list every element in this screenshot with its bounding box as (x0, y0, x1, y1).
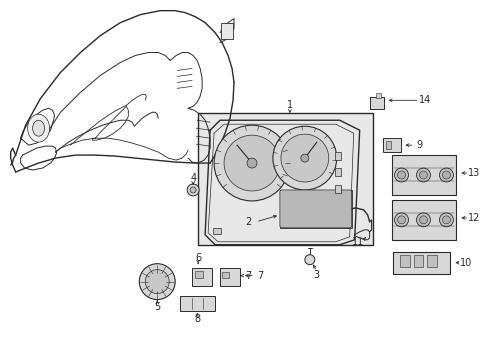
Bar (334, 168, 340, 176)
Text: 13: 13 (468, 168, 480, 178)
Circle shape (272, 126, 336, 190)
Circle shape (224, 135, 279, 191)
Circle shape (190, 187, 196, 193)
Circle shape (397, 216, 405, 224)
Circle shape (214, 125, 289, 201)
Circle shape (439, 213, 452, 227)
Bar (391, 155, 455, 195)
Circle shape (139, 264, 175, 300)
Bar (192, 268, 212, 285)
Text: 1: 1 (286, 100, 292, 110)
Text: 8: 8 (194, 314, 200, 324)
Bar (195, 271, 203, 278)
Bar (334, 185, 340, 193)
Bar (391, 200, 455, 240)
Text: 2: 2 (244, 217, 251, 227)
Bar (222, 272, 228, 278)
Text: 12: 12 (467, 213, 480, 223)
Bar (221, 23, 233, 39)
Text: 10: 10 (459, 258, 471, 268)
Text: 3: 3 (313, 270, 319, 280)
Circle shape (442, 171, 449, 179)
Text: 6: 6 (195, 253, 201, 263)
Circle shape (335, 201, 343, 209)
Bar (413, 255, 423, 267)
Circle shape (145, 270, 169, 293)
Text: 5: 5 (154, 302, 160, 311)
Circle shape (246, 158, 256, 168)
Text: 7: 7 (244, 271, 251, 281)
Text: 11: 11 (351, 237, 363, 247)
Bar (220, 268, 240, 285)
Bar (375, 93, 380, 98)
Circle shape (419, 216, 427, 224)
Circle shape (419, 171, 427, 179)
Circle shape (439, 168, 452, 182)
Text: 4: 4 (190, 173, 196, 183)
Bar (399, 255, 408, 267)
Bar (385, 141, 390, 149)
Circle shape (304, 255, 314, 265)
Bar (213, 228, 221, 234)
Circle shape (397, 171, 405, 179)
Circle shape (394, 168, 407, 182)
Circle shape (416, 168, 429, 182)
Text: 14: 14 (419, 95, 431, 105)
Circle shape (300, 154, 308, 162)
Ellipse shape (27, 114, 49, 142)
Bar (392, 252, 449, 274)
Circle shape (280, 134, 328, 182)
Bar (334, 152, 340, 160)
Ellipse shape (33, 120, 44, 136)
Circle shape (394, 213, 407, 227)
FancyBboxPatch shape (279, 190, 351, 228)
Circle shape (416, 213, 429, 227)
Bar (198, 113, 372, 245)
Circle shape (187, 184, 199, 196)
Bar (382, 138, 400, 152)
Bar (369, 97, 383, 109)
Text: 9: 9 (416, 140, 422, 150)
Bar (180, 296, 215, 311)
Text: 7: 7 (256, 271, 263, 281)
Bar (279, 190, 351, 228)
Bar (427, 255, 437, 267)
Circle shape (442, 216, 449, 224)
